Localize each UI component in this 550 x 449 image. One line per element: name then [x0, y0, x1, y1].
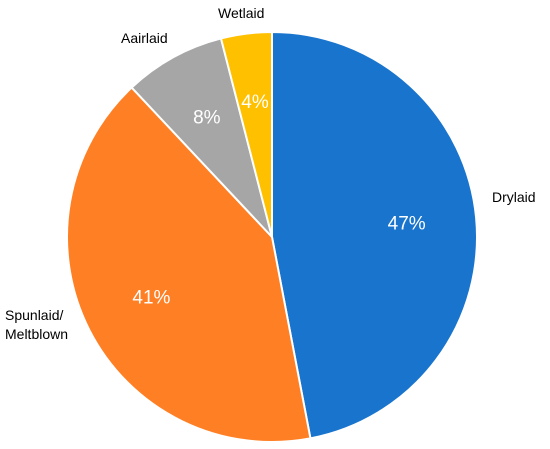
- pie-slice-value-spunlaid-meltblown: 41%: [132, 287, 170, 308]
- pie-category-label-wetlaid: Wetlaid: [218, 5, 264, 21]
- pie-category-label-spunlaid-meltblown: Spunlaid/Meltblown: [5, 307, 68, 342]
- pie-slices: [66, 30, 478, 443]
- percentage-labels: 47% 41% 8% 4%: [132, 92, 425, 309]
- pie-slice-aairlaid: [130, 37, 273, 238]
- pie-slice-value-drylaid: 47%: [388, 213, 426, 234]
- pie-slice-value-wetlaid: 4%: [241, 92, 269, 113]
- pie-slice-spunlaid-meltblown: [66, 86, 312, 443]
- pie-slice-value-aairlaid: 8%: [193, 107, 221, 128]
- pie-slice-drylaid: [271, 30, 478, 440]
- category-labels: Drylaid Spunlaid/Meltblown Aairlaid Wetlaid: [5, 5, 536, 342]
- pie-slice-wetlaid: [219, 30, 273, 238]
- pie-category-label-drylaid: Drylaid: [492, 189, 536, 205]
- pie-category-label-aairlaid: Aairlaid: [121, 30, 168, 46]
